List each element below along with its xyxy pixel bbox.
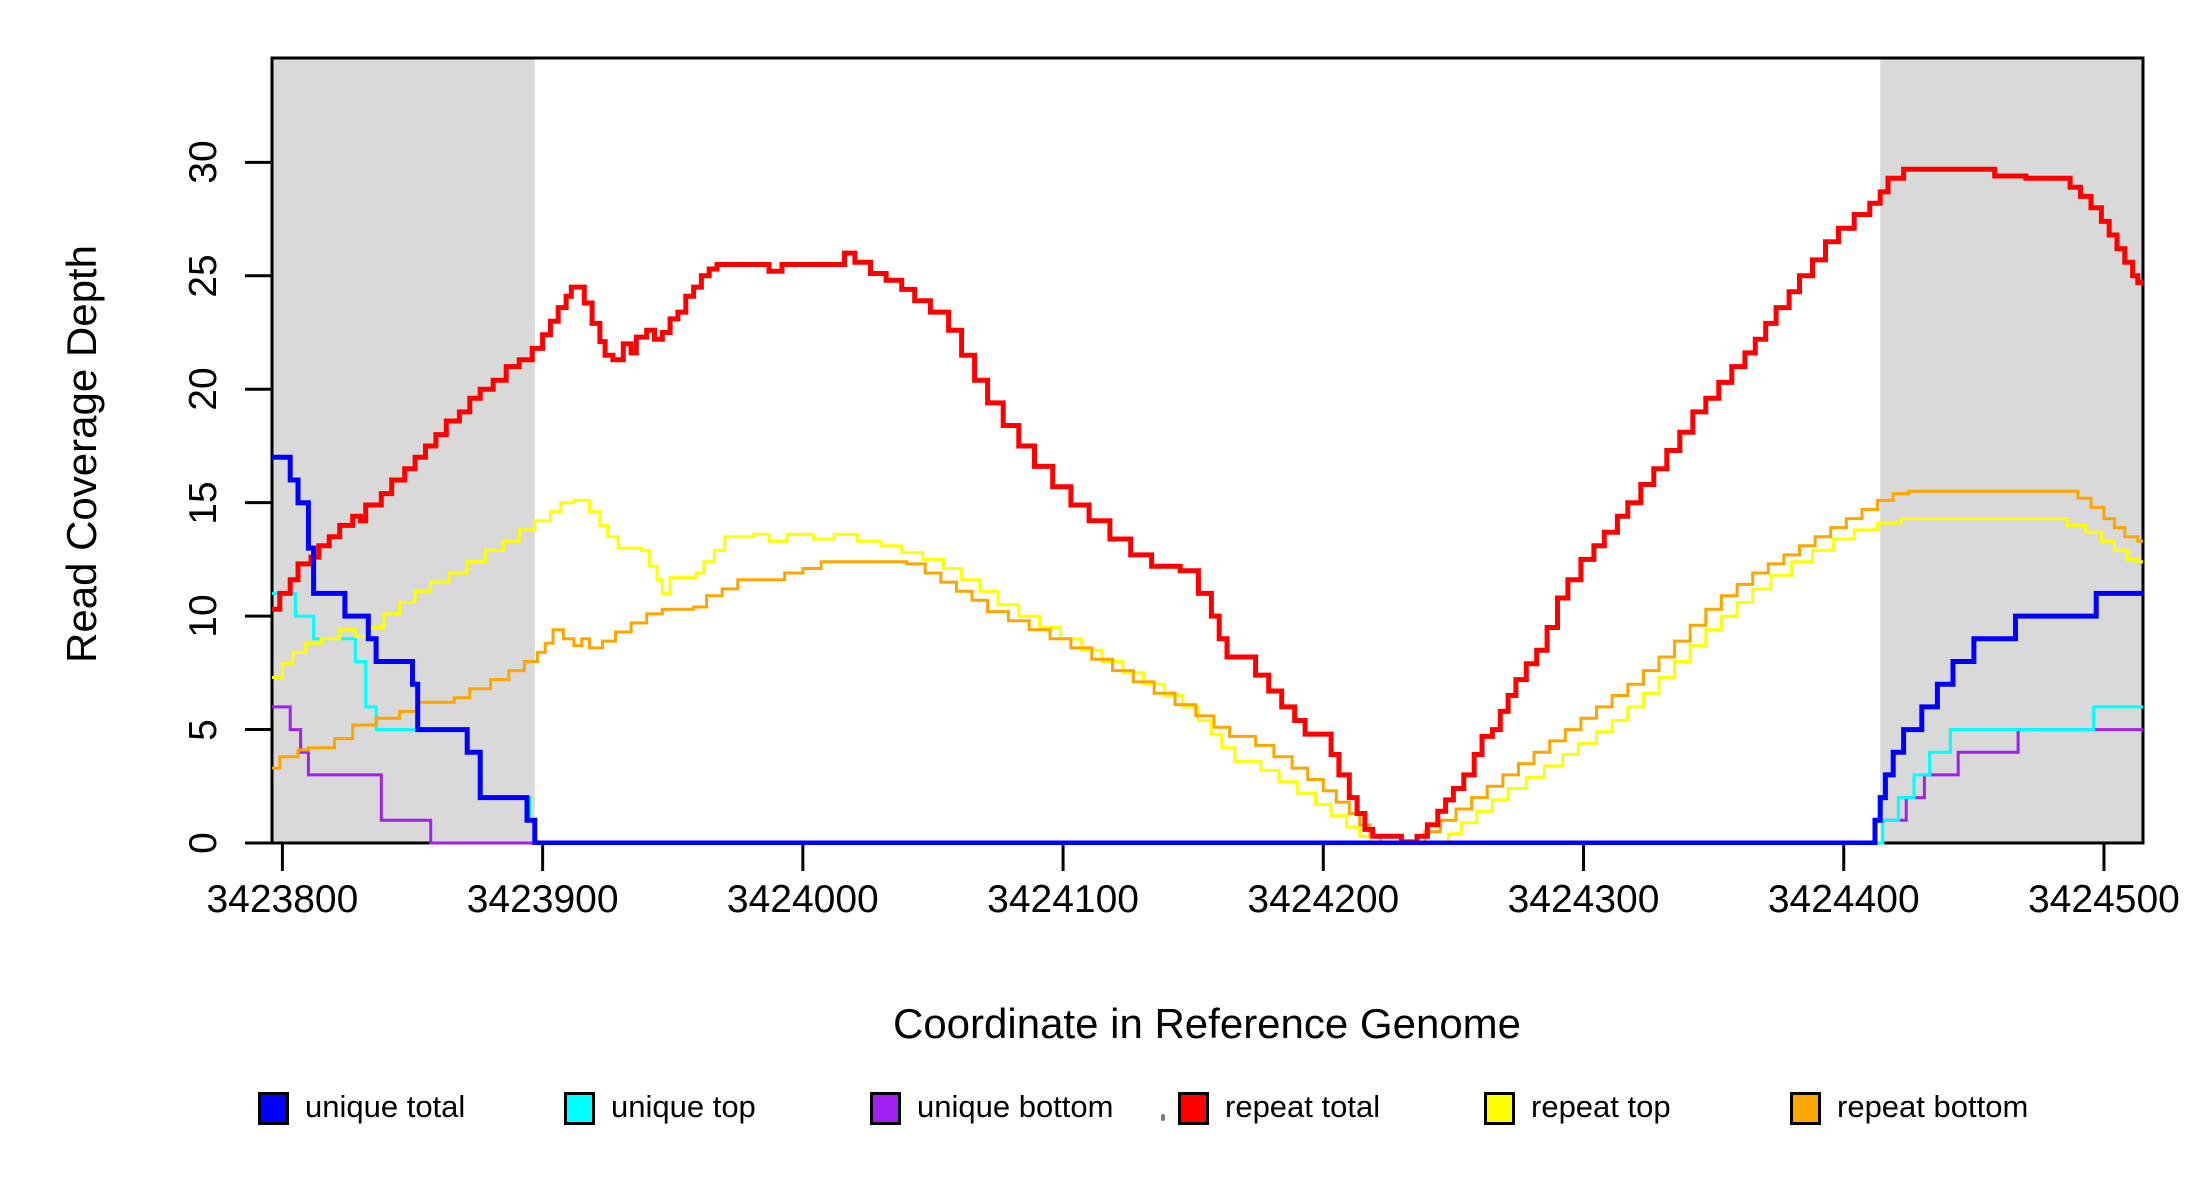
x-tick-label: 3424500 [2028, 878, 2180, 921]
x-tick-label: 3424100 [987, 878, 1139, 921]
series-line-unique-bottom [272, 705, 2143, 845]
legend-label: unique bottom [917, 1089, 1114, 1124]
series-line-unique-top [272, 591, 2143, 845]
plot-frame [270, 56, 2145, 845]
y-tick-label: 0 [182, 832, 225, 854]
y-tick-label: 25 [182, 254, 225, 298]
y-tick-label: 5 [182, 718, 225, 741]
x-tick-label: 3423900 [466, 878, 619, 921]
series-line-repeat-total [272, 166, 2143, 845]
x-axis-title: Coordinate in Reference Genome [892, 1000, 1522, 1047]
y-tick-label: 30 [182, 140, 225, 185]
unique-bottom-swatch [870, 1092, 901, 1125]
unique-total-swatch [258, 1092, 289, 1125]
series-line-repeat-top [272, 498, 2143, 845]
x-tick-label: 3424400 [1767, 878, 1920, 921]
legend-label: repeat total [1225, 1089, 1381, 1124]
legend-label: unique total [305, 1089, 466, 1124]
chart-legend: unique total unique top unique bottom re… [0, 1090, 2200, 1134]
y-tick-label: 15 [182, 480, 225, 525]
legend-label: repeat bottom [1837, 1089, 2029, 1124]
repeat-bottom-swatch [1790, 1092, 1821, 1125]
repeat-top-swatch [1484, 1092, 1515, 1125]
legend-label: unique top [611, 1089, 756, 1124]
series-line-unique-total [272, 454, 2143, 845]
legend-label: repeat top [1531, 1089, 1671, 1124]
x-tick-label: 3423800 [206, 878, 359, 921]
y-axis-title: Read Coverage Depth [58, 245, 105, 663]
repeat-total-swatch [1178, 1092, 1209, 1125]
shaded-region [272, 58, 535, 843]
x-tick-label: 3424200 [1247, 878, 1400, 921]
unique-top-swatch [564, 1092, 595, 1125]
x-tick-label: 3424300 [1507, 878, 1660, 921]
series-line-repeat-bottom [272, 489, 2143, 845]
stray-mark [1161, 1114, 1165, 1121]
y-tick-label: 10 [182, 594, 225, 638]
y-tick-label: 20 [182, 367, 225, 411]
x-tick-label: 3424000 [726, 878, 879, 921]
